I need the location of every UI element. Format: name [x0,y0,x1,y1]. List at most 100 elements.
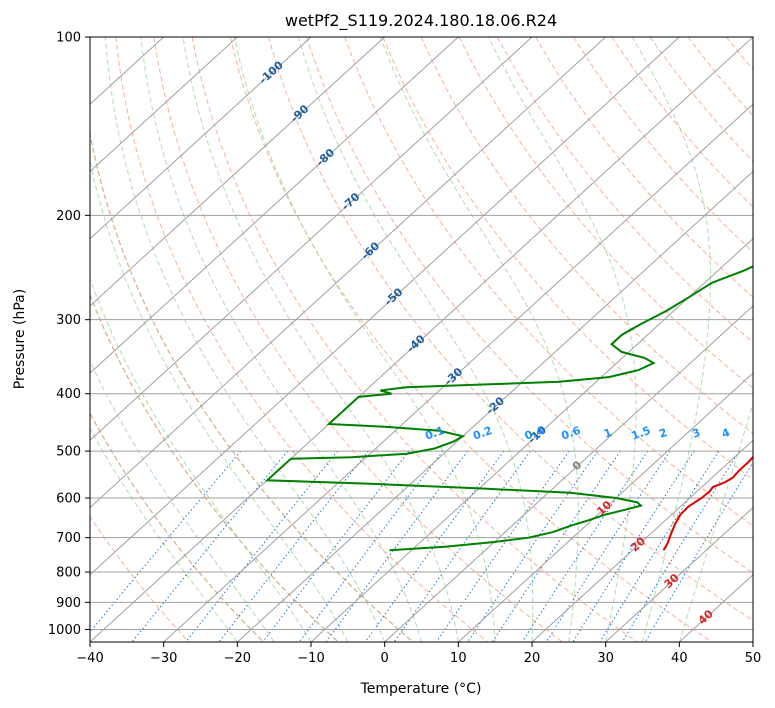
mixing-ratio-line [393,450,531,642]
dry-adiabat [649,37,753,163]
y-tick-label: 800 [56,566,81,581]
mixing-ratio-label: 1 [602,426,614,441]
plot-frame [89,36,754,643]
moist-adiabat [488,37,637,642]
x-tick-label: 10 [450,651,467,666]
moist-adiabat [105,37,386,642]
mixing-ratio-label: 0.1 [423,424,446,443]
mixing-ratio-label: 2 [657,426,669,441]
mixing-ratio-line [545,450,671,642]
mixing-ratio-line [436,450,570,642]
mixing-ratio-label: 0.4 [523,424,546,443]
y-tick-label: 200 [56,209,81,224]
isotherm-line [163,103,753,642]
dry-adiabat-base [90,130,414,642]
dry-adiabat [115,37,488,642]
y-tick-label: 300 [56,313,81,328]
isotherm-line [457,372,753,642]
profile-lines [264,265,753,552]
dry-adiabat [90,515,190,642]
moist-adiabat [140,37,422,642]
isotherm-line [90,37,238,173]
mixing-ratio-label: 3 [690,426,702,441]
dry-adiabat-base [90,293,339,642]
moist-adiabat [233,37,496,642]
x-tick-label: 20 [524,651,541,666]
dry-adiabat [687,37,753,117]
x-tick-label: 50 [745,651,762,666]
y-tick-label: 900 [56,596,81,611]
dry-adiabat [726,37,753,71]
dry-adiabat [153,37,563,642]
mixing-ratio-line [185,450,338,642]
dry-adiabat [268,37,753,622]
isoline-labels: -100-90-80-70-60-50-40-30-20-10010203040… [257,58,772,627]
moist-adiabat [632,37,711,642]
moist-adiabat [90,158,349,642]
mixing-ratio-label: 0.6 [560,424,583,443]
dry-adiabat [573,37,753,253]
mixing-ratio-label: 1.5 [630,424,653,443]
dry-adiabat [229,37,712,642]
isotherm-line [90,37,753,642]
isotherm-line [90,37,312,240]
x-tick-label: −40 [76,651,103,666]
dry-adiabat [191,37,638,642]
mixing-ratio-line [298,450,444,642]
isotherm-label: -100 [257,58,286,86]
x-axis-label: Temperature (°C) [360,681,482,697]
x-tick-label: 0 [381,651,389,666]
dry-adiabat [90,412,264,642]
isotherm-line [605,506,753,642]
mixing-ratio-label: 4 [720,426,732,441]
dewpoint-line [264,265,753,552]
isotherm-line [752,641,753,642]
isotherm-line [531,439,753,642]
dry-adiabat [344,37,753,527]
mixing-ratio-line [218,450,369,642]
x-tick-label: −10 [297,651,324,666]
isotherm-line [90,37,607,509]
isotherm-line [90,37,386,307]
mixing-ratio-line [90,450,242,633]
mixing-ratio-line [467,450,599,642]
moist-adiabat [90,359,275,642]
x-axis: −40 −30 −20 −10 0 10 20 30 40 50 [76,642,761,666]
y-tick-label: 100 [56,31,81,46]
mixing-ratio-line [599,450,720,642]
dry-adiabat-base [90,411,264,642]
moist-adiabat [90,277,312,642]
x-tick-label: 40 [671,651,688,666]
y-axis: 100 200 300 400 500 600 700 800 900 1000 [48,31,90,638]
y-tick-label: 1000 [48,623,81,638]
temperature-line [662,455,753,551]
mixing-ratio-line [621,450,740,642]
y-tick-label: 500 [56,445,81,460]
mixing-ratio-line [131,450,288,642]
mixing-ratio-line [491,450,621,642]
isotherm-line [90,37,459,374]
isotherm-line [310,237,753,642]
background-lines [90,37,775,642]
y-tick-label: 700 [56,531,81,546]
moist-adiabat [297,37,534,642]
dry-adiabat [765,37,775,642]
mixing-ratio-label: 0.2 [471,424,494,443]
x-tick-label: −30 [150,651,177,666]
moist-adiabat [678,401,753,642]
y-axis-label: Pressure (hPa) [12,289,28,389]
y-tick-label: 600 [56,492,81,507]
isotherm-line [236,170,753,642]
y-tick-label: 400 [56,387,81,402]
isotherm-line [90,37,533,442]
moist-adiabat [182,37,459,642]
mixing-ratio-line [521,450,649,642]
x-tick-label: 30 [597,651,614,666]
chart-title: wetPf2_S119.2024.180.18.06.R24 [285,11,557,31]
dry-adiabat [535,37,753,298]
dry-adiabat [382,37,753,481]
x-tick-label: −20 [224,651,251,666]
dry-adiabat [90,131,414,642]
mixing-ratio-label: 6 [760,426,772,441]
